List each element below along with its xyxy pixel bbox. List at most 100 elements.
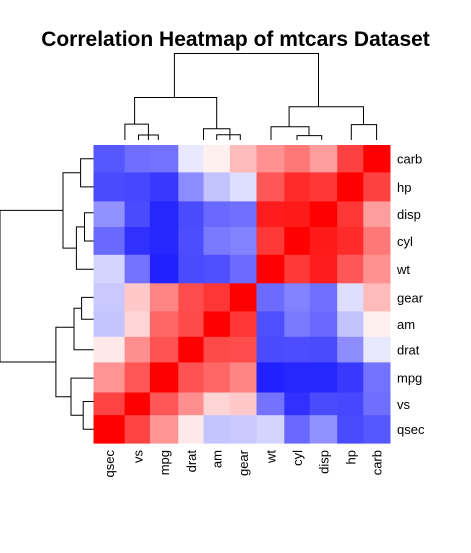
heatmap-cell — [337, 201, 364, 228]
heatmap-cell — [124, 336, 151, 363]
column-label: carb — [370, 450, 385, 475]
row-dendrogram-branch — [84, 212, 94, 227]
heatmap-cell — [284, 227, 311, 256]
row-label: drat — [397, 343, 420, 358]
heatmap-cell — [256, 336, 285, 363]
column-label: qsec — [102, 450, 117, 478]
column-label: cyl — [290, 450, 305, 466]
row-dendrogram-branch — [82, 401, 94, 416]
heatmap-cell — [256, 254, 285, 284]
heatmap-cell — [337, 336, 364, 363]
column-label: am — [210, 450, 225, 468]
heatmap-cell — [93, 336, 126, 363]
heatmap-cell — [203, 283, 231, 312]
heatmap-cell — [124, 145, 151, 173]
col-dendrogram-branch — [247, 53, 319, 107]
heatmap-cell — [309, 227, 338, 256]
heatmap-cell — [284, 145, 311, 173]
heatmap-cell — [229, 201, 258, 228]
row-dendrogram-branch — [75, 248, 94, 270]
row-dendrogram-branch — [55, 362, 71, 398]
col-dendrogram-branch — [350, 124, 364, 140]
heatmap-cell — [93, 283, 126, 312]
heatmap-cell — [284, 415, 311, 444]
heatmap-cell — [309, 311, 338, 338]
col-dendrogram-branch — [288, 106, 319, 127]
heatmap-cell — [363, 392, 391, 416]
heatmap-cell — [363, 201, 391, 228]
column-labels: qsec vs mpg drat am gear wt cyl disp hp carb — [102, 449, 385, 477]
heatmap-cell — [337, 172, 364, 202]
col-dendrogram-branch — [296, 135, 309, 140]
col-dendrogram-branch — [124, 123, 135, 140]
col-dendrogram-branch — [216, 128, 231, 140]
row-dendrogram-branch — [80, 158, 94, 173]
heatmap-cell — [229, 311, 258, 338]
heatmap-cell — [93, 415, 126, 444]
heatmap-cell — [149, 172, 179, 202]
heatmap-cell — [203, 362, 231, 394]
heatmap-cell — [149, 283, 179, 312]
row-label: vs — [397, 397, 411, 412]
row-dendrogram-branch — [0, 286, 56, 363]
row-label: cyl — [397, 234, 413, 249]
heatmap-cell — [256, 415, 285, 444]
heatmap-cell — [256, 392, 285, 416]
row-label: am — [397, 317, 415, 332]
row-dendrogram-branch — [55, 326, 74, 362]
col-dendrogram-branch — [270, 126, 290, 140]
heatmap-cell — [178, 283, 205, 312]
heatmap-cell — [178, 201, 205, 228]
heatmap-cell — [337, 362, 364, 394]
row-dendrogram-branch — [84, 226, 94, 242]
heatmap-cell — [149, 254, 179, 284]
heatmap-cell — [203, 415, 231, 444]
heatmap-cell — [124, 415, 151, 444]
heatmap-cell — [309, 415, 338, 444]
col-dendrogram-branch — [173, 53, 248, 98]
heatmap-cell — [178, 145, 205, 173]
column-label: mpg — [157, 450, 172, 475]
heatmap-cell — [178, 254, 205, 284]
heatmap-cell — [363, 283, 391, 312]
heatmap-cell — [149, 227, 179, 256]
heatmap-cell — [363, 172, 391, 202]
heatmap-cell — [149, 336, 179, 363]
col-dendrogram-branch — [363, 124, 378, 140]
heatmap-cell — [309, 254, 338, 284]
heatmap-cell — [309, 201, 338, 228]
heatmap-cell — [309, 336, 338, 363]
heatmap-cell — [337, 283, 364, 312]
heatmap-cell — [337, 415, 364, 444]
row-label: qsec — [397, 422, 425, 437]
heatmap-cell — [149, 362, 179, 394]
heatmap-cell — [229, 415, 258, 444]
column-label: drat — [184, 450, 199, 473]
col-dendrogram-branch — [318, 106, 364, 125]
heatmap-cell — [124, 227, 151, 256]
heatmap-cell — [178, 336, 205, 363]
heatmap-cell — [284, 336, 311, 363]
heatmap-cell — [124, 172, 151, 202]
heatmap-cell — [337, 254, 364, 284]
heatmap-cell — [203, 336, 231, 363]
heatmap-cell — [93, 201, 126, 228]
heatmap-cell — [93, 145, 126, 173]
heatmap-cell — [337, 227, 364, 256]
heatmap-cell — [229, 172, 258, 202]
row-dendrogram-branch — [82, 415, 94, 430]
heatmap-cell — [284, 201, 311, 228]
column-label: vs — [130, 450, 145, 464]
heatmap-cell — [363, 311, 391, 338]
heatmap-cell — [309, 145, 338, 173]
heatmap-cell — [178, 227, 205, 256]
heatmap-cell — [284, 254, 311, 284]
heatmap-cell — [256, 172, 285, 202]
heatmap-cell — [309, 362, 338, 394]
row-dendrogram-branch — [80, 172, 94, 188]
col-dendrogram-branch — [223, 134, 241, 140]
heatmap-cell — [203, 311, 231, 338]
heatmap-cell — [363, 336, 391, 363]
heatmap-cell — [124, 201, 151, 228]
